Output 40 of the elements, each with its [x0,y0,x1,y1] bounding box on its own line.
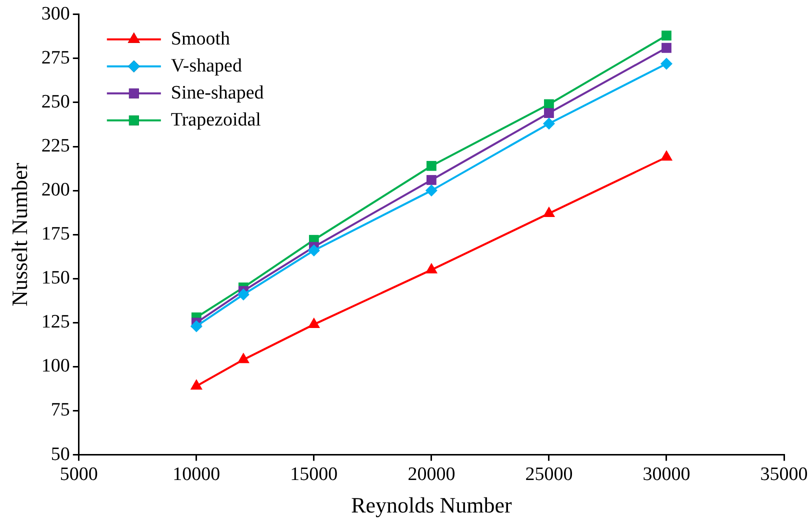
y-tick-label: 150 [41,268,70,289]
y-tick-label: 100 [41,356,70,377]
y-tick-label: 225 [41,136,70,157]
y-axis-title: Nusselt Number [6,162,32,306]
x-axis-title: Reynolds Number [351,492,512,518]
y-tick-label: 300 [41,3,70,24]
point [425,262,438,274]
legend-label: Smooth [170,28,231,50]
x-tick-label: 10000 [172,464,220,486]
point [190,379,202,390]
y-tick-label: 175 [41,224,70,245]
y-tick-label: 200 [41,180,70,201]
point [544,108,554,118]
point [426,160,436,171]
point [660,58,672,70]
legend-label: Trapezoidal [170,109,261,130]
point [660,150,673,161]
point [425,184,438,197]
point [308,317,320,328]
legend-label: V-shaped [170,55,242,76]
x-tick-label: 15000 [290,464,338,486]
x-tick-label: 25000 [525,464,573,486]
y-tick-label: 250 [41,91,70,112]
x-tick-label: 30000 [642,464,690,486]
point [237,288,250,300]
y-tick-label: 50 [50,444,70,465]
point [426,175,436,185]
x-tick-label: 35000 [760,464,808,486]
x-tick-label: 20000 [408,464,456,486]
point [237,352,250,364]
y-tick-label: 125 [41,312,70,333]
point [190,320,202,332]
x-tick-label: 5000 [60,464,98,486]
legend-label: Sine-shaped [170,82,264,104]
y-tick-label: 75 [50,400,70,421]
y-tick-label: 275 [41,47,70,68]
point [542,118,555,130]
point [662,30,672,40]
point [308,244,320,256]
point [662,42,672,53]
